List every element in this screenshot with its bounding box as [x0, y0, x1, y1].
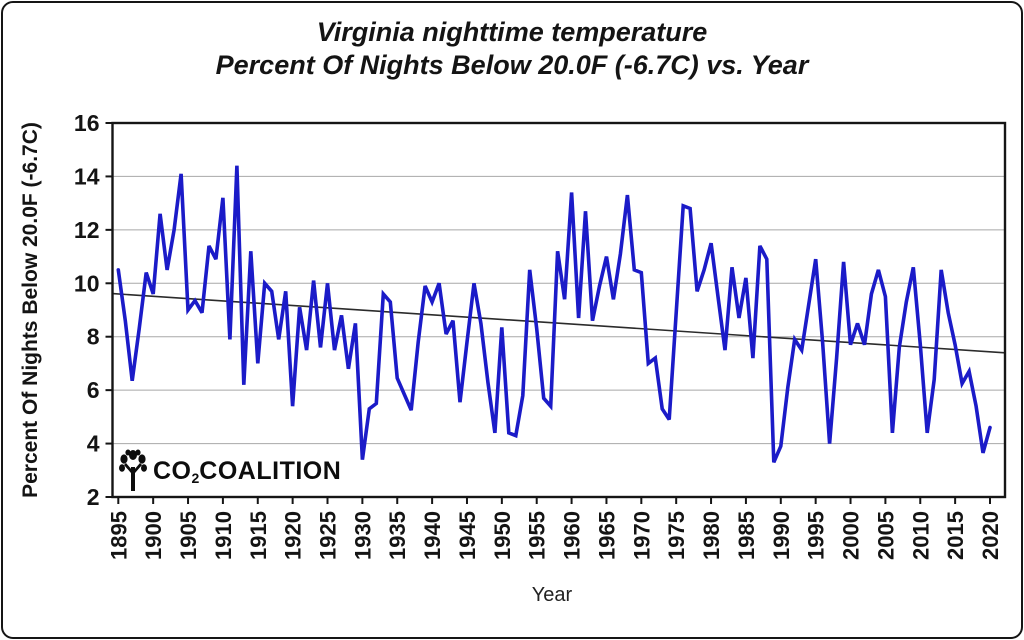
logo-text-coalition: COALITION	[199, 456, 342, 485]
x-tick-label: 2015	[943, 511, 968, 560]
chart-title-line1: Virginia nighttime temperature	[316, 17, 708, 47]
y-tick-label: 8	[87, 324, 100, 350]
x-tick-label: 1980	[699, 511, 724, 560]
y-tick-label: 16	[74, 110, 100, 136]
y-tick-label: 4	[87, 431, 100, 457]
chart-title: Virginia nighttime temperature Percent O…	[0, 16, 1024, 82]
y-axis-title: Percent Of Nights Below 20.0F (-6.7C)	[19, 122, 42, 498]
x-tick-label: 1940	[420, 511, 445, 560]
y-tick-label: 14	[74, 163, 100, 189]
plot-frame	[111, 121, 1007, 499]
y-tick-label: 10	[74, 270, 100, 296]
x-tick-label: 1965	[594, 511, 619, 560]
x-tick-label: 1955	[525, 511, 550, 560]
x-tick-label: 1985	[734, 511, 759, 560]
x-tick-label: 1915	[246, 511, 271, 560]
x-tick-label: 1900	[141, 511, 166, 560]
x-tick-label: 1990	[769, 511, 794, 560]
chart-title-line2: Percent Of Nights Below 20.0F (-6.7C) vs…	[215, 50, 809, 80]
logo-text-co: CO	[153, 456, 192, 485]
logo-text-subscript-2: 2	[191, 469, 200, 486]
temperature-line	[116, 165, 992, 464]
x-tick-label: 1960	[560, 511, 585, 560]
x-tick-label: 1930	[350, 511, 375, 560]
x-tick-label: 2020	[978, 511, 1003, 560]
x-tick-label: 1920	[281, 511, 306, 560]
y-tick-label: 2	[87, 484, 100, 510]
co2coalition-logo: CO 2 COALITION	[118, 449, 341, 493]
x-tick-label: 1925	[316, 511, 341, 560]
x-tick-label: 2000	[839, 511, 864, 560]
y-tick-label: 6	[87, 377, 100, 403]
x-tick-label: 1935	[385, 511, 410, 560]
x-axis-title: Year	[531, 584, 573, 606]
x-tick-label: 1910	[211, 511, 236, 560]
x-tick-label: 1995	[804, 511, 829, 560]
x-tick-label: 1950	[490, 511, 515, 560]
x-tick-label: 1975	[664, 511, 689, 560]
logo-text: CO 2 COALITION	[153, 456, 342, 486]
x-tick-label: 1895	[106, 511, 131, 560]
x-tick-label: 2010	[908, 511, 933, 560]
y-tick-label: 12	[74, 217, 100, 243]
x-tick-label: 2005	[873, 511, 898, 560]
x-tick-label: 1970	[629, 511, 654, 560]
x-tick-label: 1945	[455, 511, 480, 560]
x-tick-label: 1905	[176, 511, 201, 560]
tree-icon	[119, 449, 147, 491]
